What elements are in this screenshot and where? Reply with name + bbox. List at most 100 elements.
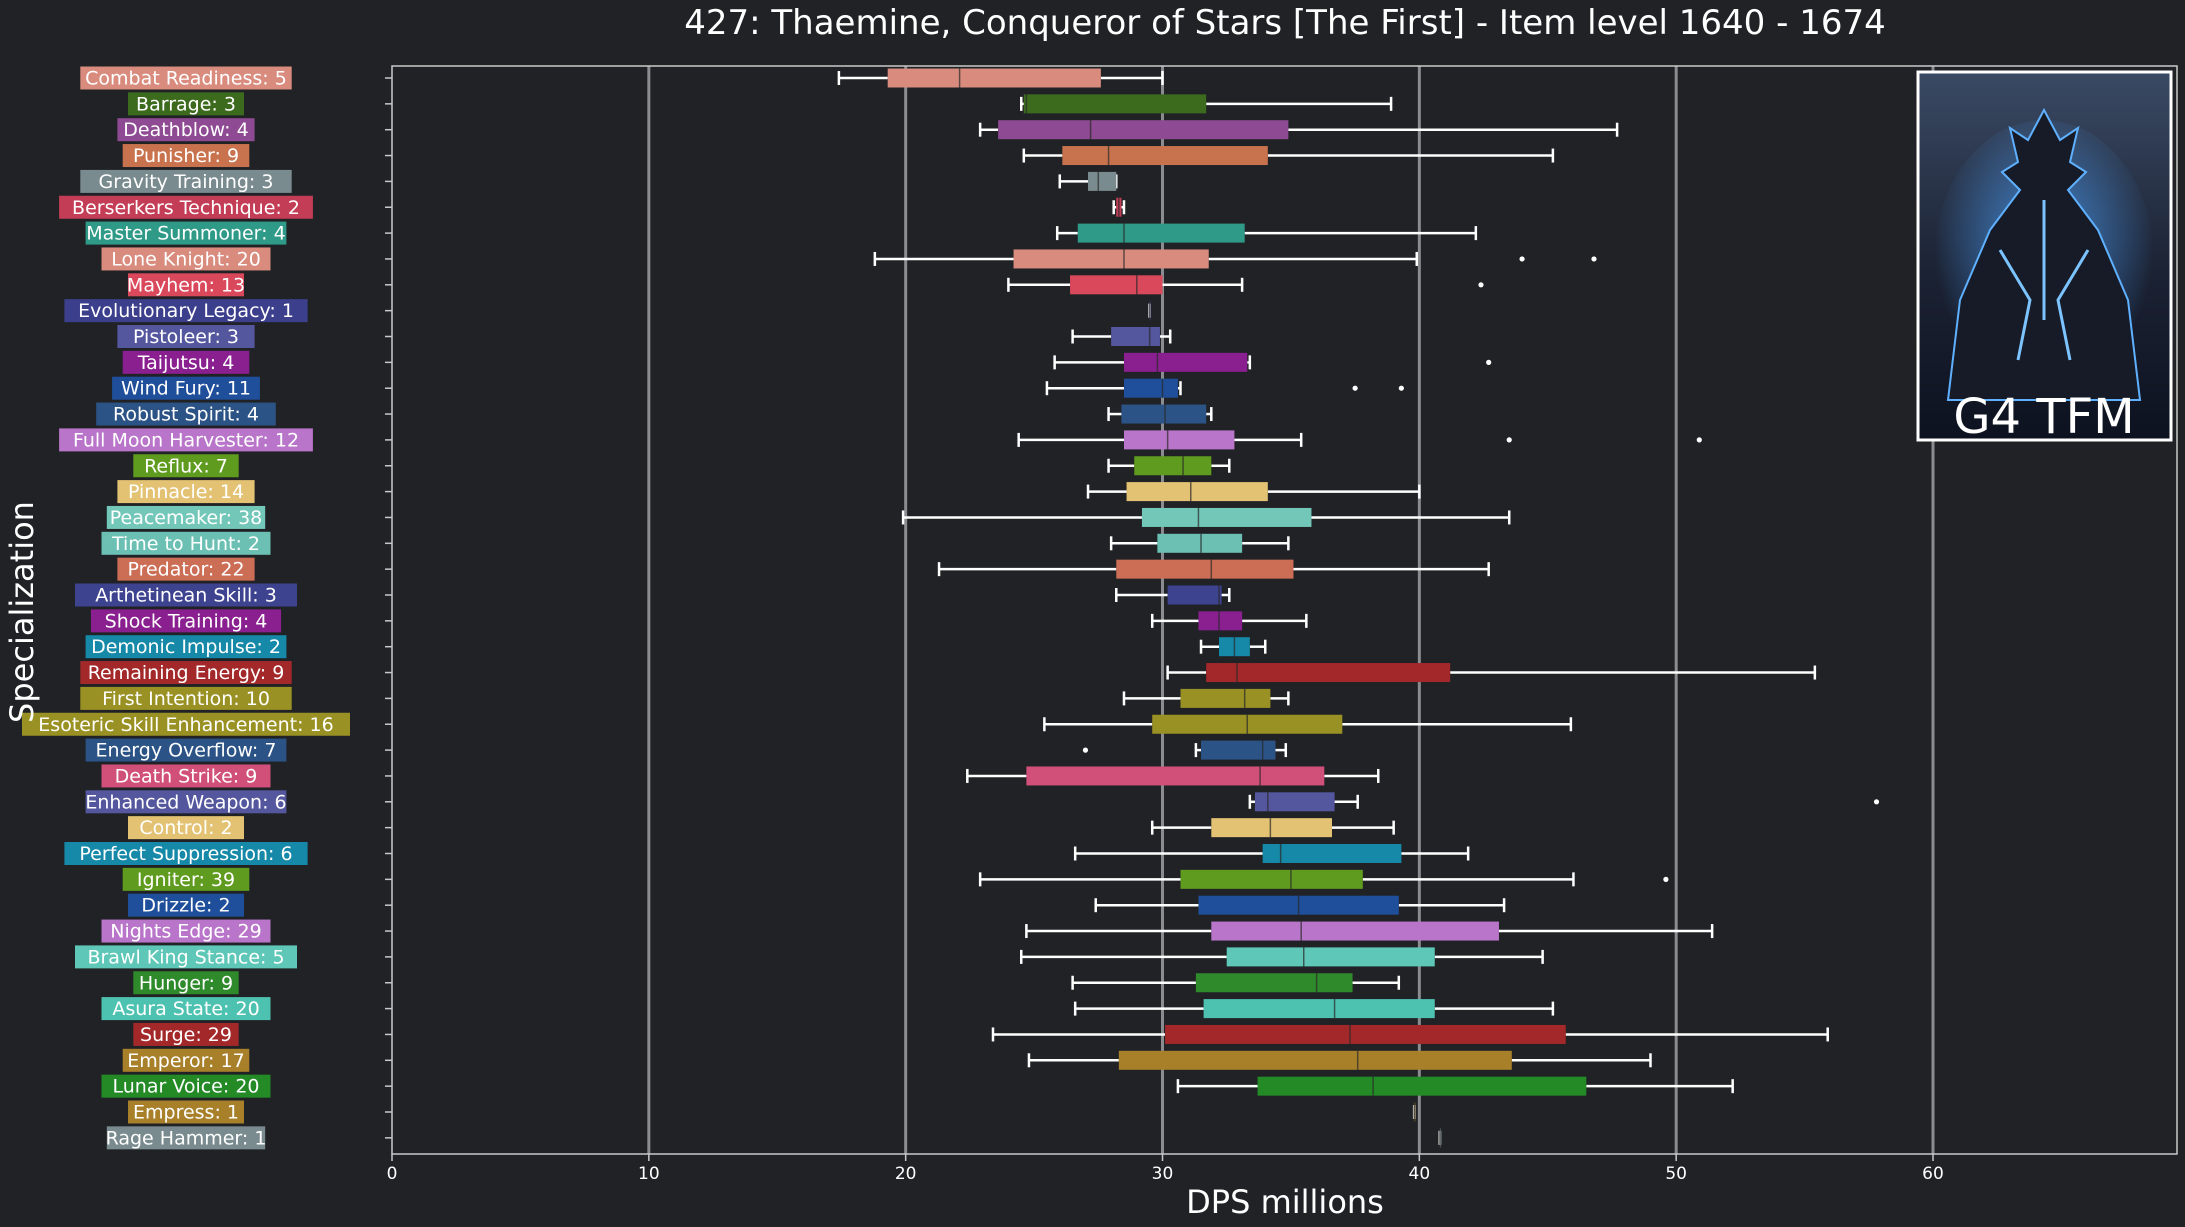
category-label-background	[128, 92, 244, 116]
category-label-background	[85, 790, 287, 814]
iqr-box	[887, 68, 1101, 88]
iqr-box	[1123, 378, 1178, 398]
box-19	[937, 559, 1490, 579]
category-label: Reflux: 7	[144, 455, 228, 477]
box-1	[1019, 94, 1393, 114]
box-3	[1022, 146, 1555, 166]
category-label-background	[133, 1022, 239, 1046]
iqr-box	[1126, 482, 1268, 502]
box-25	[1043, 714, 1573, 734]
box-2	[978, 120, 1619, 140]
category-label: Demonic Impulse: 2	[91, 636, 281, 658]
category-label-background	[122, 867, 250, 891]
category-label: Empress: 1	[133, 1102, 239, 1124]
chart-title: 427: Thaemine, Conqueror of Stars [The F…	[684, 3, 1885, 43]
x-axis-title: DPS millions	[1186, 1183, 1384, 1221]
category-label: Wind Fury: 11	[121, 378, 251, 400]
grid-lines	[647, 66, 1935, 1154]
category-label: Evolutionary Legacy: 1	[78, 300, 294, 322]
iqr-box	[1195, 973, 1353, 993]
outlier-point	[1506, 437, 1512, 443]
category-label-background	[75, 583, 297, 607]
category-label-background	[122, 350, 250, 374]
category-label-background	[101, 764, 271, 788]
box-21	[1150, 611, 1308, 631]
iqr-box	[1167, 585, 1222, 605]
box-33	[1025, 921, 1714, 941]
box-16	[1086, 482, 1421, 502]
category-label-background	[133, 971, 239, 995]
plot-frame	[391, 65, 2178, 1155]
box-39	[1176, 1076, 1734, 1096]
category-label: Punisher: 9	[133, 145, 239, 167]
x-tick-label: 10	[638, 1164, 660, 1184]
box-15	[1107, 456, 1231, 476]
iqr-box	[1180, 688, 1271, 708]
box-24	[1122, 688, 1290, 708]
category-label: Lunar Voice: 20	[112, 1076, 259, 1098]
iqr-box	[1198, 611, 1243, 631]
category-label: Master Summoner: 4	[86, 223, 285, 245]
iqr-box	[1262, 844, 1402, 863]
category-label-background	[117, 118, 255, 142]
iqr-box	[1201, 740, 1276, 760]
inset-portrait: G4 TFM	[1916, 70, 2173, 445]
outlier-point	[1873, 799, 1880, 805]
category-label: Lone Knight: 20	[111, 248, 261, 270]
category-label-background	[112, 376, 260, 400]
category-label-background	[64, 299, 308, 323]
y-axis: Combat Readiness: 5 Barrage: 3 Deathblow: …	[22, 66, 392, 1150]
category-label-background	[106, 1126, 266, 1150]
box-36	[1073, 999, 1555, 1019]
outlier-point	[1082, 747, 1089, 753]
iqr-box	[1206, 663, 1451, 683]
iqr-box	[1257, 1076, 1587, 1096]
category-label: Death Strike: 9	[115, 765, 258, 787]
iqr-box	[1013, 249, 1209, 269]
iqr-box	[1111, 327, 1160, 346]
category-label-background	[133, 454, 239, 478]
category-label: Predator: 22	[127, 559, 244, 581]
category-label-background	[122, 144, 250, 168]
category-label-background	[85, 635, 287, 659]
y-axis-title: Specialization	[3, 501, 41, 723]
box-8	[1007, 275, 1484, 295]
x-tick-label: 30	[1152, 1164, 1174, 1184]
outlier-point	[1352, 385, 1358, 391]
box-11	[1053, 352, 1492, 372]
category-label-background	[80, 686, 292, 710]
iqr-box	[1026, 766, 1325, 786]
x-tick-label: 0	[387, 1164, 398, 1184]
category-label-background	[101, 919, 271, 943]
category-label-background	[117, 325, 255, 348]
box-5	[1112, 197, 1126, 217]
box-31	[978, 869, 1669, 889]
category-label: Rage Hammer: 1	[106, 1127, 267, 1149]
iqr-box	[1211, 818, 1333, 838]
category-label: Robust Spirit: 4	[113, 404, 259, 426]
category-label: Hunger: 9	[139, 972, 233, 994]
iqr-box	[1088, 171, 1117, 191]
outlier-point	[1591, 256, 1597, 262]
iqr-box	[1141, 507, 1312, 527]
category-label: Taijutsu: 4	[137, 352, 235, 374]
box-14	[1017, 430, 1702, 450]
category-label: Surge: 29	[140, 1024, 232, 1046]
category-label: Pistoleer: 3	[133, 326, 239, 348]
iqr-box	[1070, 275, 1163, 295]
box-26	[1082, 740, 1288, 760]
outlier-point	[1663, 876, 1669, 882]
iqr-box	[1023, 94, 1207, 114]
iqr-box	[1123, 352, 1248, 372]
outlier-point	[1486, 359, 1492, 365]
box-32	[1094, 895, 1506, 915]
outlier-point	[1478, 282, 1484, 288]
box-0	[837, 68, 1164, 88]
category-label: First Intention: 10	[102, 688, 270, 710]
category-label-background	[117, 557, 255, 581]
iqr-box	[998, 120, 1289, 140]
box-9	[1148, 301, 1151, 321]
category-label-background	[80, 66, 292, 90]
category-label-background	[128, 1100, 244, 1124]
